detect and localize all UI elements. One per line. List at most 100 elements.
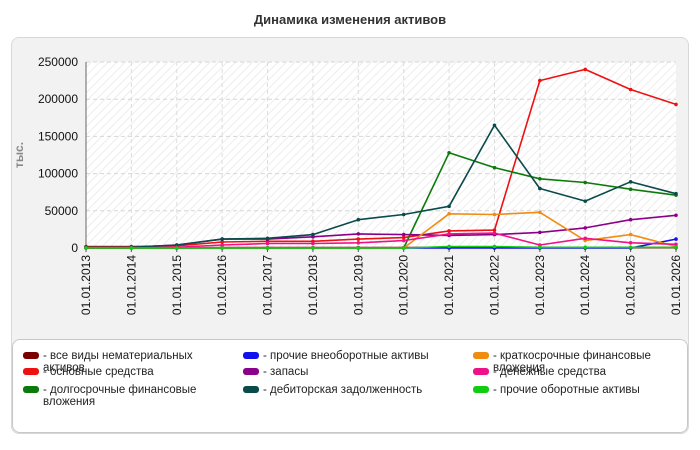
data-point xyxy=(492,123,497,128)
legend-label: - долгосрочные финансовые вложения xyxy=(43,384,197,408)
legend-label: - дебиторская задолженность xyxy=(263,384,423,396)
legend-swatch xyxy=(23,386,39,393)
legend-item: - все виды нематериальных активов xyxy=(23,350,228,374)
data-point xyxy=(628,187,633,192)
x-tick-label: 01.01.2025 xyxy=(624,255,638,315)
series-line-9 xyxy=(86,245,676,249)
data-point xyxy=(220,243,224,247)
x-tick-label: 01.01.2026 xyxy=(669,255,683,315)
x-tick-label: 01.01.2017 xyxy=(261,255,275,315)
data-point xyxy=(538,78,542,83)
y-tick-label: 0 xyxy=(71,241,78,255)
legend-label: - прочие оборотные активы xyxy=(493,384,640,396)
legend-item: - дебиторская задолженность xyxy=(243,384,458,396)
legend-item: - денежные средства xyxy=(473,366,678,378)
data-point xyxy=(674,102,678,107)
data-point xyxy=(265,236,270,241)
legend-label: - денежные средства xyxy=(493,366,607,378)
series-line-8 xyxy=(86,232,677,249)
data-point xyxy=(583,226,588,230)
data-point xyxy=(356,246,361,250)
data-point xyxy=(538,245,542,250)
y-tick-label: 50000 xyxy=(45,204,79,218)
data-point xyxy=(674,237,678,241)
data-point xyxy=(356,232,361,236)
data-point xyxy=(401,246,406,250)
legend-swatch xyxy=(243,368,259,375)
legend-swatch xyxy=(243,352,259,359)
y-tick-label: 100000 xyxy=(38,167,78,181)
legend-item: - основные средства xyxy=(23,366,228,378)
x-tick-label: 01.01.2024 xyxy=(578,255,592,315)
legend-label: - краткосрочные финансовые вложения xyxy=(493,350,651,374)
data-point xyxy=(401,235,406,240)
legend-item: - долгосрочные финансовые вложения xyxy=(23,384,228,408)
data-point xyxy=(401,212,406,217)
data-point xyxy=(447,204,451,209)
legend-swatch xyxy=(23,352,39,359)
data-point xyxy=(311,232,315,237)
data-point xyxy=(583,236,588,241)
data-point xyxy=(447,232,451,236)
data-point xyxy=(356,217,361,222)
legend-label: - все виды нематериальных активов xyxy=(43,350,193,374)
legend-label: - запасы xyxy=(263,366,309,378)
x-tick-label: 01.01.2023 xyxy=(533,255,547,315)
legend-swatch xyxy=(473,368,489,375)
data-point xyxy=(628,245,633,250)
legend-item: - прочие внеоборотные активы xyxy=(243,350,458,362)
data-point xyxy=(220,240,224,244)
data-point xyxy=(220,246,224,250)
legend-swatch xyxy=(243,386,259,393)
x-tick-label: 01.01.2018 xyxy=(306,255,320,315)
legend-label: - основные средства xyxy=(43,366,154,378)
data-point xyxy=(265,246,270,250)
legend-item: - прочие оборотные активы xyxy=(473,384,678,396)
data-point xyxy=(538,177,542,181)
data-point xyxy=(447,244,451,249)
data-point xyxy=(311,246,315,250)
data-point xyxy=(220,237,224,241)
y-tick-label: 200000 xyxy=(38,92,78,106)
data-point xyxy=(538,186,542,191)
data-point xyxy=(538,210,542,215)
x-tick-label: 01.01.2016 xyxy=(215,255,229,315)
x-tick-label: 01.01.2015 xyxy=(170,255,184,315)
data-point xyxy=(174,246,179,250)
data-point xyxy=(492,231,497,235)
y-axis-label: тыс. xyxy=(12,142,26,168)
data-point xyxy=(356,240,361,245)
x-tick-label: 01.01.2022 xyxy=(487,255,501,315)
legend-swatch xyxy=(23,368,39,375)
data-point xyxy=(674,242,678,247)
legend-swatch xyxy=(473,352,489,359)
data-point xyxy=(447,150,451,155)
data-point xyxy=(492,228,497,232)
data-point xyxy=(583,180,588,185)
data-point xyxy=(447,211,451,216)
data-point xyxy=(628,240,633,245)
chart-title: Динамика изменения активов xyxy=(253,12,447,27)
x-tick-label: 01.01.2021 xyxy=(442,255,456,315)
data-point xyxy=(628,179,633,184)
data-point xyxy=(129,246,134,250)
data-point xyxy=(583,199,588,203)
plot-hatch xyxy=(86,62,676,248)
data-point xyxy=(401,232,406,237)
x-tick-label: 01.01.2013 xyxy=(79,255,93,315)
data-point xyxy=(674,213,678,218)
data-point xyxy=(674,245,678,250)
data-point xyxy=(492,212,497,217)
chart-legend: - все виды нематериальных активов - основ… xyxy=(12,339,688,433)
data-point xyxy=(583,245,588,250)
y-tick-label: 250000 xyxy=(38,55,78,69)
legend-swatch xyxy=(473,386,489,393)
series-line-2 xyxy=(86,68,677,248)
data-point xyxy=(492,244,497,249)
data-point xyxy=(628,87,633,92)
data-point xyxy=(265,241,270,246)
data-point xyxy=(401,238,406,243)
x-tick-label: 01.01.2020 xyxy=(397,255,411,315)
legend-label: - прочие внеоборотные активы xyxy=(263,350,429,362)
data-point xyxy=(356,237,361,241)
